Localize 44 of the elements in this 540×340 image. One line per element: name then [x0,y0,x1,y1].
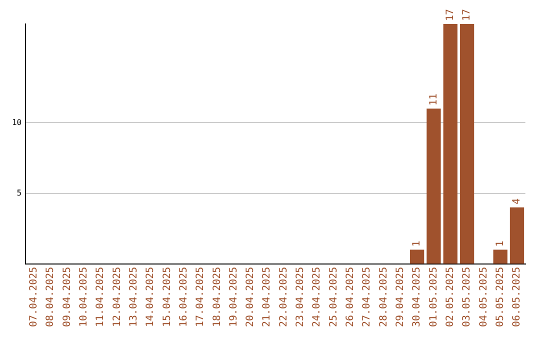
x-tick-label: 15.04.2025 [162,266,173,328]
x-tick-label: 21.04.2025 [262,266,273,328]
data-label: 11 [428,94,440,106]
bar [410,250,424,264]
x-tick-label: 03.05.2025 [462,266,473,328]
x-tick-label: 06.05.2025 [512,266,523,328]
x-tick-label: 08.04.2025 [45,266,56,328]
x-tick-label: 30.04.2025 [412,266,423,328]
x-tick-label: 25.04.2025 [328,266,340,328]
x-tick-label: 10.04.2025 [78,266,90,328]
x-tick-label: 29.04.2025 [395,266,406,328]
x-tick-label: 24.04.2025 [312,266,323,328]
data-label: 1 [412,240,423,247]
bar [426,108,441,264]
x-tick-label: 17.04.2025 [195,266,206,328]
x-tick-label: 11.04.2025 [95,266,106,328]
x-tick-label: 20.04.2025 [245,266,256,328]
bar [443,24,458,264]
x-tick-label: 23.04.2025 [295,266,306,328]
bar [460,24,474,264]
x-tick-label: 18.04.2025 [212,266,223,328]
x-tick-label: 12.04.2025 [112,266,123,328]
bar [493,250,508,264]
x-tick-label: 26.04.2025 [345,266,356,328]
x-tick-label: 09.04.2025 [62,266,73,328]
bar [510,207,524,264]
x-tick-label: 02.05.2025 [444,266,456,328]
data-label: 17 [444,8,456,21]
x-tick-label: 22.04.2025 [278,266,290,328]
y-tick-label: 10 [12,118,22,127]
x-tick-label: 28.04.2025 [378,266,390,328]
x-tick-label: 04.05.2025 [478,266,490,328]
x-tick-label: 19.04.2025 [228,266,240,328]
data-label: 4 [512,198,523,204]
y-tick-label: 5 [16,188,22,198]
x-tick-label: 14.04.2025 [145,266,156,328]
data-label: 17 [462,8,473,21]
x-tick-label: 16.04.2025 [178,266,190,328]
x-tick-label: 05.05.2025 [494,266,506,328]
x-tick-label: 27.04.2025 [362,266,373,328]
data-label: 1 [494,240,506,247]
x-tick-label: 13.04.2025 [128,266,140,328]
x-tick-label: 01.05.2025 [428,266,440,328]
x-tick-label: 07.04.2025 [28,266,40,328]
